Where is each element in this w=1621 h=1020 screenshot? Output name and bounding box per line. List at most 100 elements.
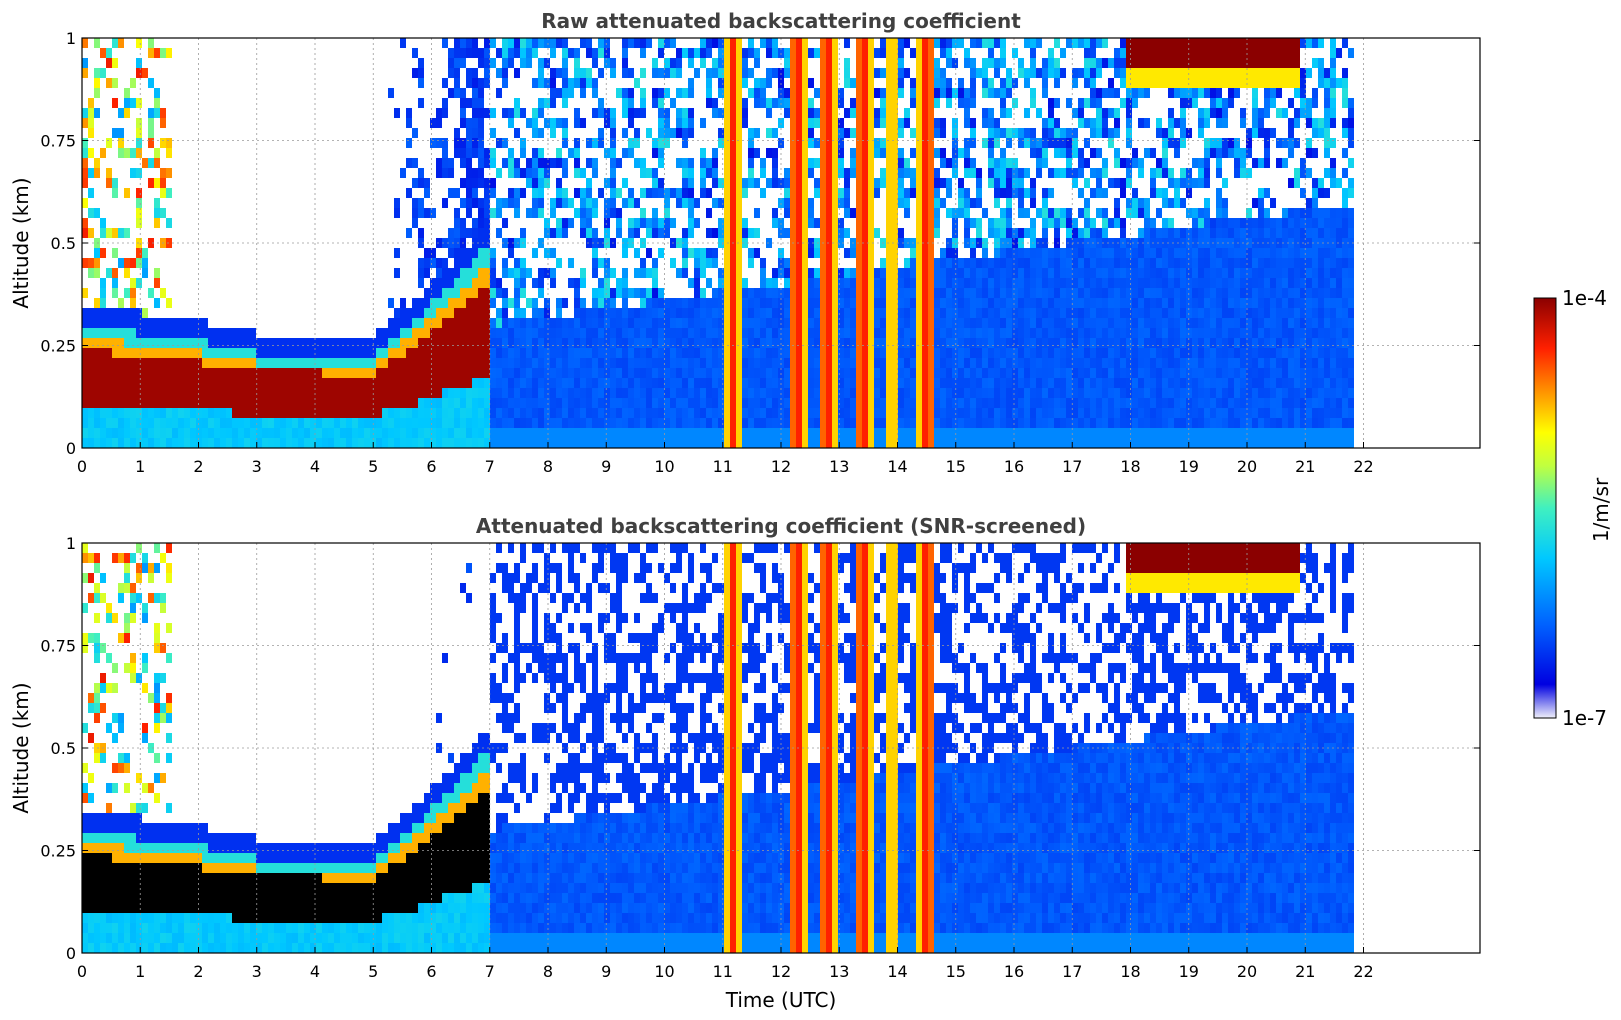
heatmap-cell [1054,418,1060,428]
heatmap-cell [832,238,838,248]
heatmap-cell [628,68,634,78]
heatmap-cell [1000,188,1006,198]
heatmap-cell [934,178,940,188]
heatmap-cell [694,278,700,288]
heatmap-cell [82,288,88,298]
heatmap-cell [442,318,448,328]
heatmap-cell [928,378,934,388]
heatmap-cell [424,388,430,398]
heatmap-cell [418,368,424,378]
heatmap-cell [400,328,406,338]
heatmap-cell [1114,88,1120,98]
heatmap-cell [1036,38,1042,48]
heatmap-cell [964,138,970,148]
heatmap-cell [1006,128,1012,138]
heatmap-cell [658,358,664,368]
heatmap-cell [448,358,454,368]
heatmap-cell [1072,348,1078,358]
heatmap-cell [1150,408,1156,418]
heatmap-cell [334,428,340,438]
heatmap-cell [682,398,688,408]
heatmap-cell [916,178,922,188]
heatmap-cell [130,438,136,448]
heatmap-cell [598,428,604,438]
heatmap-cell [802,198,808,208]
heatmap-cell [880,68,886,78]
heatmap-cell [616,188,622,198]
heatmap-cell [724,88,730,98]
heatmap-cell [424,428,430,438]
heatmap-cell [166,148,172,158]
heatmap-cell [322,338,328,348]
heatmap-cell [976,68,982,78]
heatmap-cell [460,108,466,118]
heatmap-cell [796,278,802,288]
heatmap-cell [490,258,496,268]
heatmap-cell [682,238,688,248]
heatmap-cell [1018,188,1024,198]
heatmap-cell [478,438,484,448]
heatmap-cell [1168,438,1174,448]
heatmap-cell [796,218,802,228]
heatmap-cell [658,158,664,168]
heatmap-cell [478,228,484,238]
heatmap-cell [1096,388,1102,398]
heatmap-cell [166,138,172,148]
heatmap-cell [1156,358,1162,368]
heatmap-cell [514,428,520,438]
heatmap-cell [628,418,634,428]
heatmap-cell [994,118,1000,128]
heatmap-cell [1114,278,1120,288]
heatmap-cell [508,108,514,118]
heatmap-cell [1072,288,1078,298]
heatmap-cell [466,168,472,178]
heatmap-cell [562,418,568,428]
heatmap-cell [148,288,154,298]
heatmap-cell [490,378,496,388]
heatmap-cell [688,248,694,258]
heatmap-cell [508,348,514,358]
heatmap-cell [718,138,724,148]
heatmap-cell [430,408,436,418]
heatmap-cell [898,88,904,98]
heatmap-cell [424,248,430,258]
heatmap-cell [394,248,400,258]
heatmap-cell [1048,368,1054,378]
heatmap-cell [664,408,670,418]
heatmap-cell [148,338,154,348]
heatmap-cell [916,198,922,208]
heatmap-cell [736,308,742,318]
heatmap-cell [1036,418,1042,428]
heatmap-cell [478,298,484,308]
heatmap-cell [1042,148,1048,158]
heatmap-cell [628,198,634,208]
heatmap-cell [364,418,370,428]
heatmap-cell [1114,338,1120,348]
heatmap-cell [826,168,832,178]
heatmap-cell [478,208,484,218]
heatmap-cell [868,38,874,48]
heatmap-cell [226,358,232,368]
heatmap-cell [1084,228,1090,238]
heatmap-cell [1030,338,1036,348]
heatmap-cell [460,298,466,308]
heatmap-cell [172,378,178,388]
heatmap-cell [496,228,502,238]
heatmap-cell [760,308,766,318]
heatmap-cell [712,168,718,178]
heatmap-cell [892,98,898,108]
heatmap-cell [736,408,742,418]
heatmap-cell [730,328,736,338]
heatmap-cell [934,288,940,298]
heatmap-cell [796,408,802,418]
heatmap-cell [472,388,478,398]
heatmap-cell [964,218,970,228]
heatmap-cell [790,58,796,68]
heatmap-cell [1096,258,1102,268]
heatmap-cell [1024,248,1030,258]
heatmap-cell [232,348,238,358]
heatmap-cell [214,388,220,398]
heatmap-cell [772,38,778,48]
heatmap-cell [154,48,160,58]
heatmap-cell [790,188,796,198]
